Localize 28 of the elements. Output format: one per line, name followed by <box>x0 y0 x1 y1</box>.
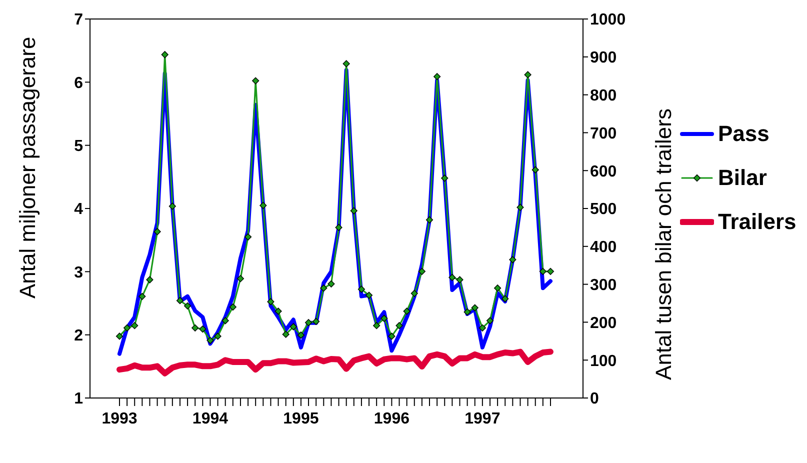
y2-tick-label: 500 <box>590 201 617 218</box>
legend-label: Pass <box>718 121 770 146</box>
y2-tick-label: 0 <box>590 390 599 408</box>
y-tick-label: 4 <box>74 201 84 218</box>
x-tick-label: 1997 <box>464 410 500 428</box>
y2-axis-title: Antal tusen bilar och trailers <box>650 108 676 380</box>
y2-tick-label: 900 <box>590 50 617 67</box>
y2-tick-label: 400 <box>590 239 617 256</box>
x-tick-label: 1994 <box>192 410 228 428</box>
legend-label: Trailers <box>718 209 796 234</box>
y2-tick-label: 100 <box>590 352 617 370</box>
legend-label: Bilar <box>718 165 767 190</box>
y2-tick-label: 1000 <box>590 12 626 29</box>
y-axis-title: Antal miljoner passagerare <box>14 36 40 298</box>
y-tick-label: 1 <box>74 390 84 408</box>
y-tick-label: 6 <box>74 74 84 92</box>
x-tick-label: 1995 <box>283 410 319 428</box>
y2-tick-label: 600 <box>590 163 617 180</box>
y2-tick-label: 200 <box>590 314 617 332</box>
y2-tick-label: 800 <box>590 87 617 104</box>
x-tick-label: 1996 <box>374 410 410 428</box>
y-tick-label: 5 <box>74 138 84 156</box>
y-tick-label: 2 <box>74 328 84 345</box>
x-tick-label: 1993 <box>102 410 138 428</box>
y-tick-label: 3 <box>74 264 84 282</box>
y-tick-label: 7 <box>74 12 84 29</box>
y2-tick-label: 700 <box>590 125 617 142</box>
y2-tick-label: 300 <box>590 276 617 294</box>
